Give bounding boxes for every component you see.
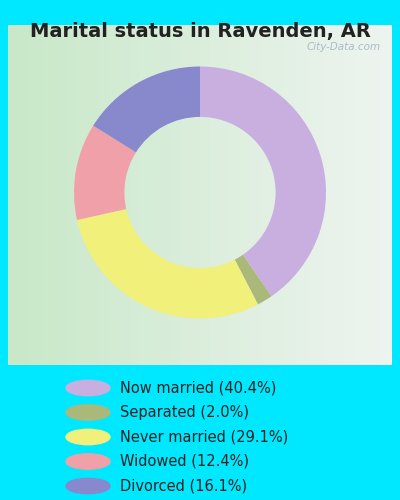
Wedge shape xyxy=(77,209,258,318)
Wedge shape xyxy=(200,66,326,296)
Wedge shape xyxy=(235,255,272,304)
Circle shape xyxy=(66,454,110,469)
Circle shape xyxy=(66,380,110,396)
Text: Marital status in Ravenden, AR: Marital status in Ravenden, AR xyxy=(30,22,370,42)
Text: Divorced (16.1%): Divorced (16.1%) xyxy=(120,478,247,494)
Text: City-Data.com: City-Data.com xyxy=(306,42,380,52)
Circle shape xyxy=(66,430,110,444)
Text: Separated (2.0%): Separated (2.0%) xyxy=(120,405,249,420)
Wedge shape xyxy=(74,126,136,220)
Circle shape xyxy=(66,478,110,494)
Text: Never married (29.1%): Never married (29.1%) xyxy=(120,430,288,444)
Circle shape xyxy=(66,405,110,420)
Text: Widowed (12.4%): Widowed (12.4%) xyxy=(120,454,249,469)
Text: Now married (40.4%): Now married (40.4%) xyxy=(120,380,276,396)
Wedge shape xyxy=(93,66,200,152)
